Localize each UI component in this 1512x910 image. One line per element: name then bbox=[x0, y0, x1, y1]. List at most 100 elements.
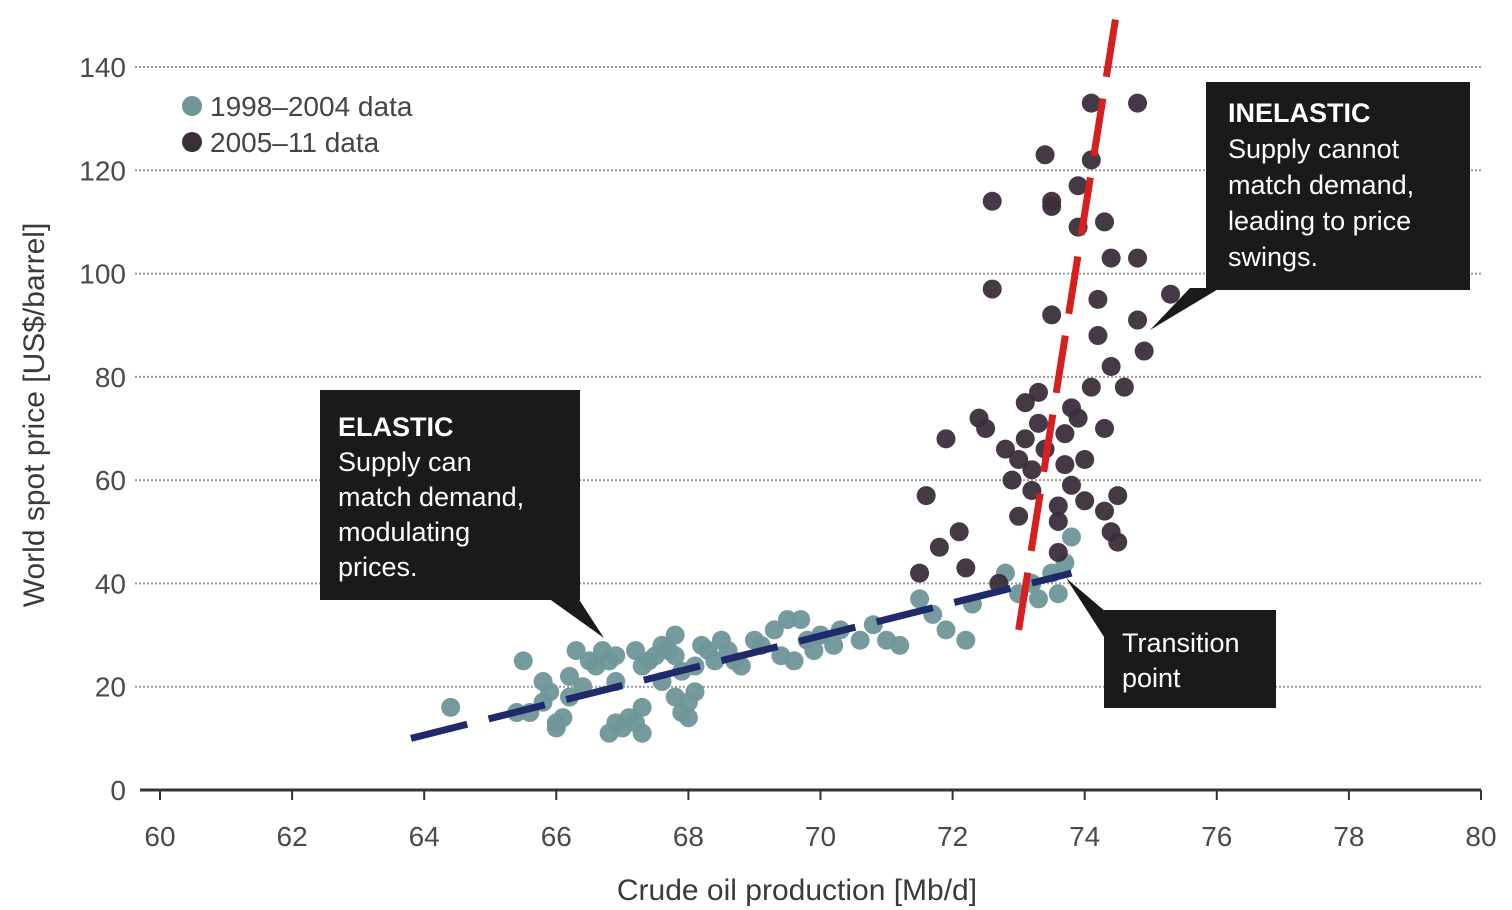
point-2005-11 bbox=[1048, 511, 1068, 531]
point-2005-11 bbox=[956, 558, 976, 578]
point-1998-2004 bbox=[540, 682, 560, 702]
x-tick-label: 70 bbox=[805, 821, 836, 852]
x-tick-label: 80 bbox=[1465, 821, 1496, 852]
point-2005-11 bbox=[1088, 326, 1108, 346]
callout-elastic-box bbox=[320, 390, 580, 600]
point-2005-11 bbox=[982, 279, 1002, 299]
x-axis bbox=[140, 788, 1482, 800]
callout-transition-box bbox=[1104, 610, 1276, 708]
point-2005-11 bbox=[1055, 455, 1075, 475]
point-2005-11 bbox=[995, 439, 1015, 459]
point-1998-2004 bbox=[678, 708, 698, 728]
point-2005-11 bbox=[976, 419, 996, 438]
point-2005-11 bbox=[1068, 176, 1088, 196]
x-tick-label: 74 bbox=[1069, 821, 1100, 852]
point-1998-2004 bbox=[777, 610, 797, 630]
x-axis-title: Crude oil production [Mb/d] bbox=[617, 874, 977, 907]
point-2005-11 bbox=[1134, 341, 1154, 361]
point-2005-11 bbox=[949, 522, 969, 542]
x-tick-label: 72 bbox=[937, 821, 968, 852]
callout-elastic-line: Supply can bbox=[338, 447, 472, 477]
point-1998-2004 bbox=[665, 625, 685, 645]
point-1998-2004 bbox=[441, 697, 461, 717]
y-tick-label: 120 bbox=[79, 155, 126, 186]
point-2005-11 bbox=[1022, 460, 1042, 480]
callout-inelastic-box bbox=[1206, 82, 1470, 290]
callout-inelastic-title: INELASTIC bbox=[1228, 98, 1371, 128]
point-2005-11 bbox=[1075, 491, 1095, 511]
point-1998-2004 bbox=[606, 646, 626, 666]
point-1998-2004 bbox=[1048, 584, 1068, 604]
callout-transition-pointer bbox=[1066, 578, 1106, 640]
point-1998-2004 bbox=[936, 620, 956, 640]
y-axis-title: World spot price [US$/barrel] bbox=[18, 223, 51, 608]
point-1998-2004 bbox=[804, 641, 824, 661]
callout-elastic-line: match demand, bbox=[338, 482, 524, 512]
callout-inelastic-line: match demand, bbox=[1228, 170, 1414, 200]
callout-transition-line: point bbox=[1122, 663, 1181, 693]
point-1998-2004 bbox=[566, 641, 586, 661]
point-2005-11 bbox=[1068, 408, 1088, 428]
y-tick-label: 20 bbox=[95, 672, 126, 703]
point-2005-11 bbox=[1108, 486, 1128, 506]
point-2005-11 bbox=[1009, 449, 1029, 469]
callout-inelastic: INELASTIC Supply cannot match demand, le… bbox=[1150, 82, 1470, 330]
point-1998-2004 bbox=[632, 723, 652, 743]
callout-inelastic-line: swings. bbox=[1228, 242, 1318, 272]
point-2005-11 bbox=[1061, 475, 1081, 495]
x-tick-label: 66 bbox=[541, 821, 572, 852]
callout-inelastic-pointer bbox=[1150, 288, 1220, 330]
callout-elastic-line: prices. bbox=[338, 552, 418, 582]
point-1998-2004 bbox=[665, 646, 685, 666]
trend-line-elastic bbox=[410, 569, 1073, 742]
point-2005-11 bbox=[1095, 501, 1115, 521]
point-2005-11 bbox=[1101, 248, 1121, 268]
point-2005-11 bbox=[910, 563, 930, 583]
point-2005-11 bbox=[1002, 470, 1022, 490]
trend-line-inelastic bbox=[1015, 4, 1122, 631]
callout-transition: Transition point bbox=[1066, 578, 1276, 708]
legend-marker-2005-11 bbox=[182, 132, 202, 152]
point-2005-11 bbox=[1088, 289, 1108, 309]
point-1998-2004 bbox=[705, 651, 725, 671]
callout-elastic-line: modulating bbox=[338, 517, 470, 547]
point-1998-2004 bbox=[791, 610, 811, 630]
point-2005-11 bbox=[1042, 196, 1062, 216]
point-2005-11 bbox=[929, 537, 949, 557]
point-2005-11 bbox=[1114, 377, 1134, 397]
point-1998-2004 bbox=[626, 641, 646, 661]
point-1998-2004 bbox=[685, 682, 705, 702]
point-1998-2004 bbox=[824, 635, 844, 655]
point-2005-11 bbox=[916, 486, 936, 506]
point-2005-11 bbox=[1081, 377, 1101, 397]
point-2005-11 bbox=[1015, 429, 1035, 449]
point-2005-11 bbox=[1035, 145, 1055, 165]
point-1998-2004 bbox=[731, 656, 751, 676]
point-2005-11 bbox=[1128, 310, 1148, 330]
point-2005-11 bbox=[1101, 357, 1121, 377]
point-2005-11 bbox=[1095, 212, 1115, 232]
legend: 1998–2004 data 2005–11 data bbox=[182, 91, 413, 158]
point-1998-2004 bbox=[956, 630, 976, 650]
x-tick-label: 60 bbox=[144, 821, 175, 852]
point-1998-2004 bbox=[850, 630, 870, 650]
callout-elastic-title: ELASTIC bbox=[338, 412, 454, 442]
callout-inelastic-line: Supply cannot bbox=[1228, 134, 1400, 164]
series-2005-11-points bbox=[910, 93, 1181, 593]
point-1998-2004 bbox=[1061, 527, 1081, 547]
point-2005-11 bbox=[982, 191, 1002, 211]
point-2005-11 bbox=[1128, 248, 1148, 268]
point-2005-11 bbox=[1081, 93, 1101, 113]
x-tick-label: 68 bbox=[673, 821, 704, 852]
point-1998-2004 bbox=[553, 708, 573, 728]
y-tick-label: 0 bbox=[110, 775, 126, 806]
point-1998-2004 bbox=[890, 635, 910, 655]
point-2005-11 bbox=[1009, 506, 1029, 526]
point-2005-11 bbox=[1095, 419, 1115, 438]
point-2005-11 bbox=[936, 429, 956, 449]
point-1998-2004 bbox=[632, 697, 652, 717]
legend-label-2005-11: 2005–11 data bbox=[210, 127, 380, 158]
point-1998-2004 bbox=[764, 620, 784, 640]
y-tick-labels: 0 20 40 60 80 100 120 140 bbox=[79, 52, 126, 806]
